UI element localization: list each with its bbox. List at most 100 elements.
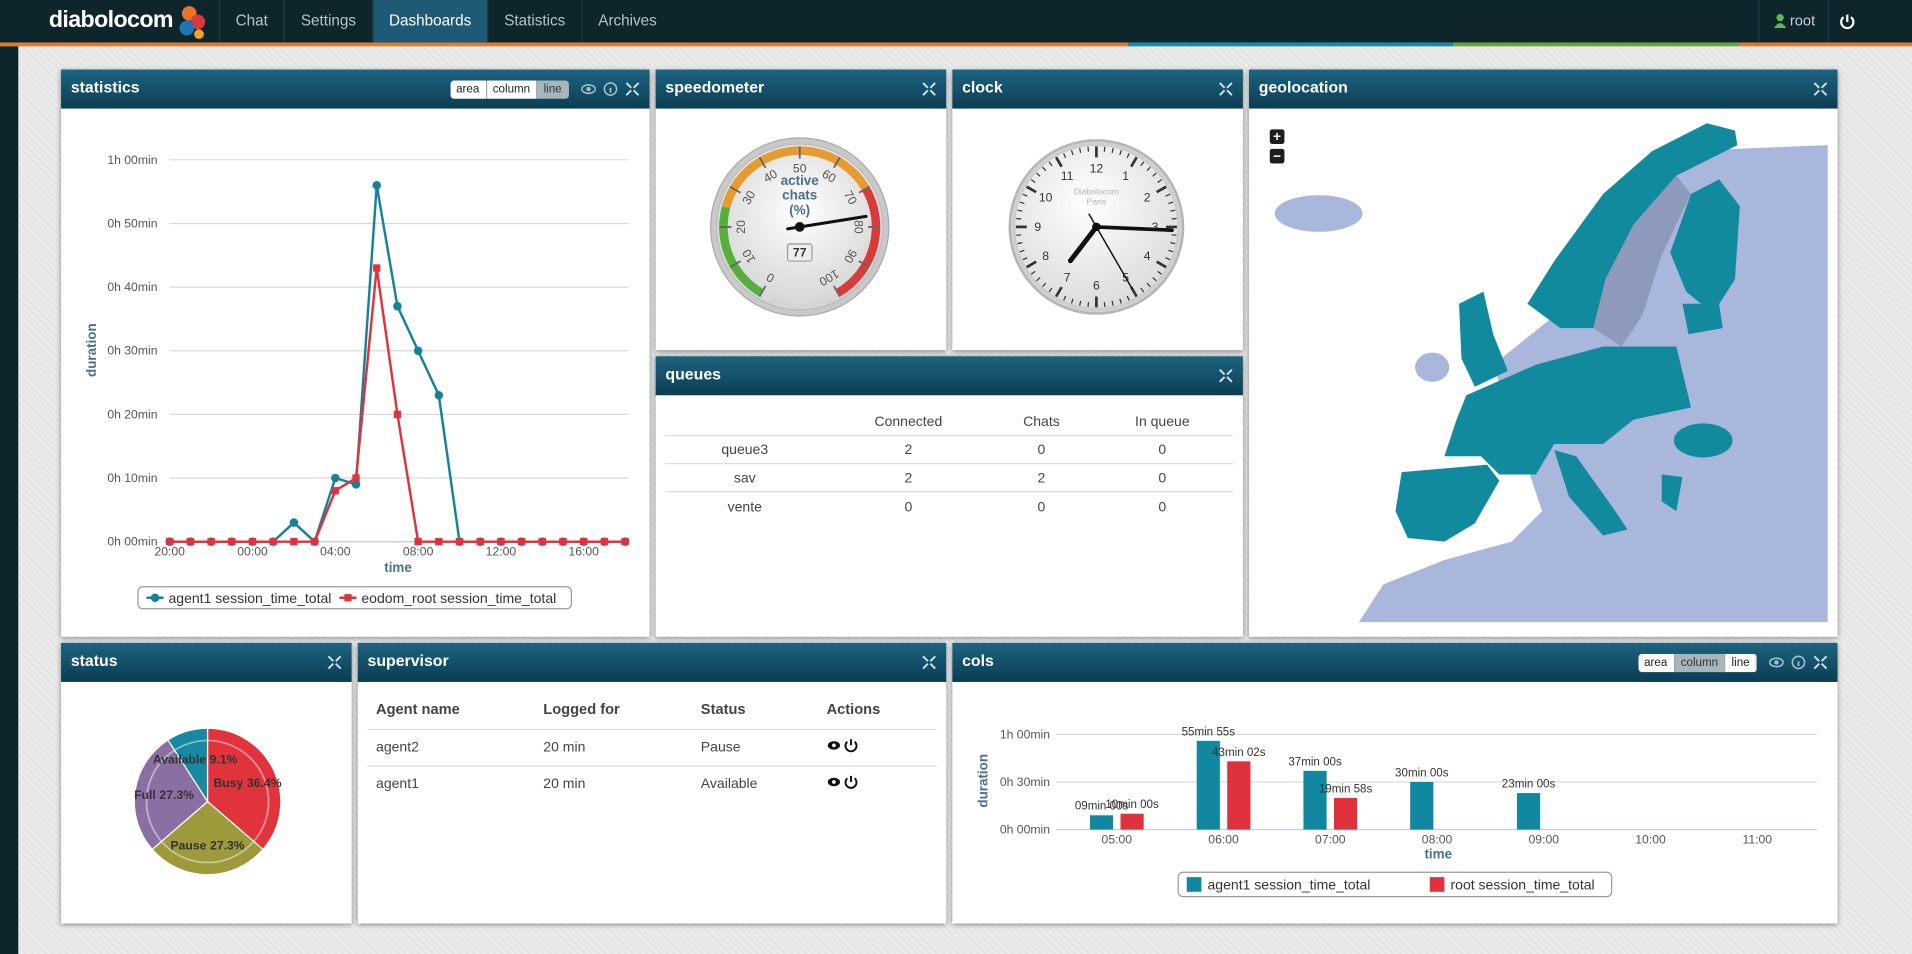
close-icon[interactable] xyxy=(1813,655,1828,670)
chart-type-button[interactable]: area xyxy=(449,79,487,99)
clock-tick xyxy=(1079,148,1082,154)
gauge-tick-label: 20 xyxy=(734,220,748,234)
clock-number: 3 xyxy=(1152,220,1159,234)
x-axis-title: time xyxy=(384,560,412,575)
icon-stroke xyxy=(1226,89,1233,96)
nav-tab[interactable]: Settings xyxy=(283,0,372,43)
data-point xyxy=(600,537,609,546)
table-cell: 0 xyxy=(1158,470,1166,486)
hour-hand xyxy=(1067,224,1099,264)
clock-tick xyxy=(1146,282,1151,288)
clock-number: 10 xyxy=(1039,191,1053,205)
zoom-out[interactable] xyxy=(1269,148,1285,164)
table-cell: queue3 xyxy=(721,441,768,457)
bar xyxy=(1410,781,1434,830)
gauge-tick-label: 80 xyxy=(851,220,865,234)
button-group: area column line xyxy=(1637,653,1757,672)
gauge-value: 77 xyxy=(793,246,807,260)
close-icon[interactable] xyxy=(1218,82,1233,97)
logout-action[interactable] xyxy=(844,775,858,789)
clock-tick xyxy=(1168,201,1174,205)
pie-label: Pause 27.3% xyxy=(170,838,244,852)
widget-tools: area column line xyxy=(1637,643,1828,682)
y-tick-label: 0h 20min xyxy=(107,407,157,421)
info-icon[interactable] xyxy=(1791,655,1806,670)
nav-tab[interactable]: Archives xyxy=(581,0,672,43)
chart-type-button[interactable]: area xyxy=(1637,653,1675,672)
icon-stroke xyxy=(922,655,929,662)
nav-tab[interactable]: Chat xyxy=(218,0,284,43)
widget-title: queues xyxy=(665,364,721,384)
view-action[interactable] xyxy=(827,741,841,750)
bar-value-label: 10min 00s xyxy=(1105,799,1159,811)
chart-type-button[interactable]: line xyxy=(1725,653,1757,672)
close-icon[interactable] xyxy=(922,82,937,97)
y-tick-label: 0h 30min xyxy=(1000,775,1050,789)
widget-title: statistics xyxy=(70,78,140,97)
data-point xyxy=(497,537,505,546)
clock-tick xyxy=(1103,146,1106,152)
icon-stroke xyxy=(632,89,640,96)
icon-stroke xyxy=(327,655,335,662)
chart-type-button[interactable]: line xyxy=(537,79,569,99)
power-button[interactable] xyxy=(1839,13,1856,30)
pie-label: Busy 36.4% xyxy=(214,776,282,790)
clock-tick xyxy=(1146,166,1151,172)
icon-stroke xyxy=(922,82,929,89)
legend-label: agent1 session_time_total xyxy=(168,590,331,606)
pie-label-category: Available xyxy=(153,752,206,766)
map-country xyxy=(1527,123,1738,329)
close-icon[interactable] xyxy=(625,82,640,97)
close-icon[interactable] xyxy=(327,655,342,670)
clock-tick xyxy=(1168,249,1174,253)
clock-tick xyxy=(1070,298,1074,304)
widget-body: 0h 00min 0h 10min 0h 20min 0h 30min 0h 40min… xyxy=(84,153,630,610)
pie-label-value: 27.3% xyxy=(210,838,245,852)
pie-label: Full 27.3% xyxy=(134,788,194,802)
pie-label-value: 9.1% xyxy=(210,752,238,766)
user-menu[interactable]: root xyxy=(1758,0,1829,43)
nav-tab[interactable]: Statistics xyxy=(487,0,581,43)
clock-number: 8 xyxy=(1042,249,1049,263)
clock-tick xyxy=(1048,287,1053,293)
icon-stroke xyxy=(335,662,342,670)
clock-tick xyxy=(1170,209,1176,212)
icon-stroke xyxy=(1813,89,1820,96)
map xyxy=(1274,123,1828,623)
eye-icon[interactable] xyxy=(1769,655,1784,670)
table-header: Status xyxy=(701,702,746,718)
bar-value-label: 43min 02s xyxy=(1212,747,1266,759)
eye-icon[interactable] xyxy=(581,82,596,97)
close-icon[interactable] xyxy=(1813,82,1828,97)
zoom-in-label: + xyxy=(1273,129,1281,144)
icon-stroke xyxy=(1791,655,1806,670)
chart-type-button[interactable]: column xyxy=(1674,653,1726,672)
close-icon[interactable] xyxy=(922,655,937,670)
clock-number: 6 xyxy=(1093,278,1100,292)
view-action[interactable] xyxy=(827,777,841,787)
pie-label-category: Full xyxy=(134,788,156,802)
close-icon[interactable] xyxy=(1218,368,1233,383)
map-land xyxy=(1415,352,1450,382)
widget-header: queues xyxy=(655,356,1243,396)
info-icon[interactable] xyxy=(603,82,618,97)
x-tick-label: 04:00 xyxy=(320,544,351,558)
gauge-tick xyxy=(729,260,741,268)
nav-tab[interactable]: Dashboards xyxy=(371,0,488,43)
clock-number: 9 xyxy=(1034,220,1041,234)
zoom-in[interactable] xyxy=(1269,129,1285,144)
clock-tick xyxy=(1165,193,1171,197)
pie-slice xyxy=(206,727,282,851)
statistics-widget: 0h 00min 0h 10min 0h 20min 0h 30min 0h 40min… xyxy=(61,69,650,637)
table-cell: 2 xyxy=(904,441,912,457)
clock-number: 1 xyxy=(1122,169,1129,183)
widget-body: Connected Chats In queue queue3 2 0 0 sav 2 2 0 ven… xyxy=(665,413,1234,514)
chart-type-button[interactable]: column xyxy=(486,79,538,99)
clock-tick xyxy=(1111,148,1114,154)
clock-tick xyxy=(1016,217,1022,220)
gauge-label: active xyxy=(781,173,819,188)
table-cell: 0 xyxy=(1038,498,1046,514)
widget-header: cols area column line xyxy=(952,642,1838,682)
clock-tick xyxy=(1016,234,1022,236)
logout-action[interactable] xyxy=(844,739,858,753)
